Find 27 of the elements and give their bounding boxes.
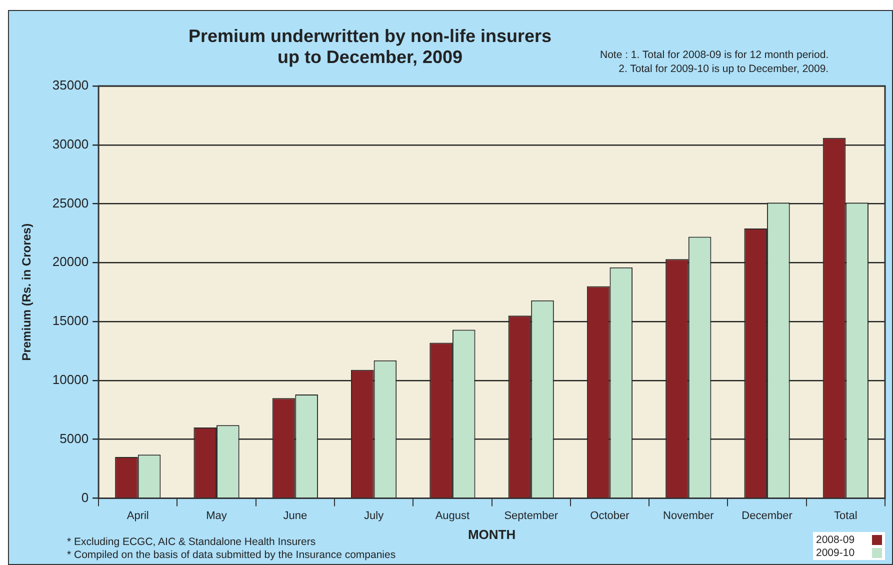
x-tick-label: September <box>504 510 558 522</box>
x-tick-label: August <box>435 510 470 522</box>
x-tick-label: May <box>206 510 228 522</box>
x-tick-label: June <box>283 510 308 522</box>
y-tick-label: 0 <box>81 490 89 505</box>
legend-label: 2009-10 <box>816 546 855 558</box>
x-tick-label: November <box>663 510 714 522</box>
text: * Excluding ECGC, AIC & Standalone Health Insurers <box>67 536 317 549</box>
text: Note : 1. Total for 2008-09 is for 12 month period. <box>600 48 829 62</box>
legend-label: 2008-09 <box>816 534 855 546</box>
x-tick-label: October <box>590 510 630 522</box>
y-tick-label: 15000 <box>52 313 89 328</box>
text: * Compiled on the basis of data submitted by the Insurance companies <box>67 549 396 562</box>
y-tick-label: 35000 <box>52 78 89 93</box>
y-tick-label: 30000 <box>52 136 89 152</box>
y-tick-label: 10000 <box>52 372 89 388</box>
x-tick-label: December <box>742 510 793 522</box>
x-tick-label: July <box>364 510 384 522</box>
text: 2. Total for 2009-10 is up to December, 2009. <box>618 62 829 76</box>
x-axis-title: MONTH <box>468 526 516 542</box>
chart-title: Premium underwritten by non-life insurers up to December, 2009 <box>187 26 553 68</box>
y-tick-label: 5000 <box>60 430 89 446</box>
y-axis-title: Premium (Rs. in Crores) <box>20 223 34 361</box>
y-tick-label: 25000 <box>52 195 89 210</box>
y-tick-label: 20000 <box>52 254 89 270</box>
x-tick-label: April <box>126 510 149 522</box>
x-tick-label: Total <box>834 510 858 522</box>
